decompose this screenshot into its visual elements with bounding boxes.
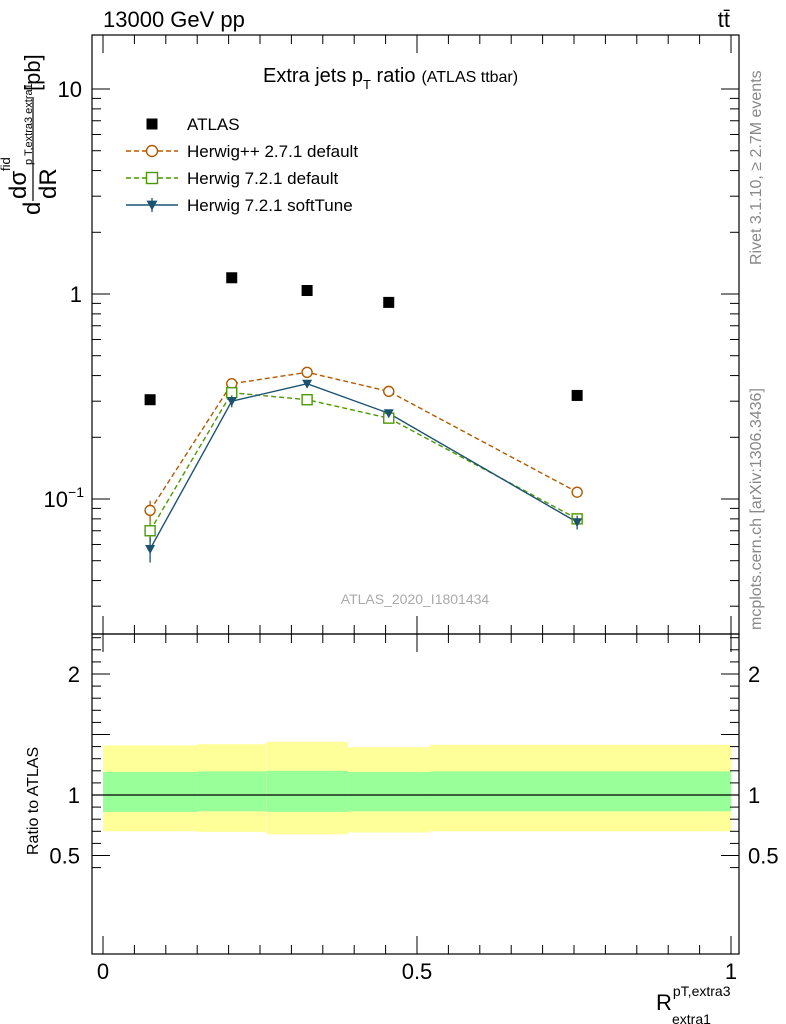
ratio-ytick-label-right: 0.5 <box>748 844 779 869</box>
ratio-panel: 2 2 1 1 0.5 0.5 0 0.5 1 Ratio to ATLAS RpT,extra… <box>25 633 779 1024</box>
ylabel-den: dR <box>35 168 62 199</box>
beam-label: 13000 GeV pp <box>103 7 245 32</box>
ratio-ytick-label-right: 2 <box>748 662 760 687</box>
marker-square-open <box>145 171 159 185</box>
legend-label: Herwig 7.2.1 default <box>187 169 338 188</box>
ratio-xlabel-sup: pT,extra3 <box>673 983 731 999</box>
legend-label: Herwig 7.2.1 softTune <box>187 196 353 215</box>
marker-triangle-down <box>145 545 156 555</box>
legend-entry: Herwig 7.2.1 default <box>126 169 338 188</box>
marker-circle-open <box>571 486 583 498</box>
marker-circle-open <box>145 144 159 158</box>
ratio-xlabel-main: R <box>656 990 672 1015</box>
main-ylabel: d dσ fid dR p T,extra3 extra1 [pb] <box>0 54 62 215</box>
process-label: tt̄ <box>718 7 730 32</box>
ratio-band-inner <box>266 770 348 812</box>
mcplots-label: mcplots.cern.ch [arXiv:1306.3436] <box>748 388 765 630</box>
series-1-points <box>144 366 583 522</box>
ratio-ytick-label: 1 <box>68 783 80 808</box>
main-ticks: 10 1 10−1 <box>44 35 739 634</box>
legend-entry: ATLAS <box>146 115 240 134</box>
marker-triangle-down <box>226 397 237 407</box>
series-3-points <box>145 379 583 563</box>
ratio-ytick-label: 2 <box>68 662 80 687</box>
ratio-frame <box>91 633 740 955</box>
ratio-band-inner <box>103 772 198 812</box>
marker-square-filled <box>144 394 156 406</box>
marker-square-filled <box>383 296 395 308</box>
ratio-xtick-label: 0.5 <box>402 959 433 984</box>
series-line <box>149 371 578 511</box>
legend-entry: Herwig++ 2.7.1 default <box>126 142 358 161</box>
marker-circle-open <box>301 366 313 379</box>
ratio-ticks: 2 2 1 1 0.5 0.5 0 0.5 1 <box>49 634 779 984</box>
marker-triangle-down <box>302 379 313 389</box>
main-ytick-label: 10−1 <box>44 484 85 512</box>
series-line <box>149 383 578 550</box>
series-0-points <box>144 272 583 406</box>
marker-circle-open <box>383 385 395 398</box>
ratio-ylabel: Ratio to ATLAS <box>25 747 42 855</box>
legend-label: ATLAS <box>187 115 240 134</box>
series-line <box>149 391 578 532</box>
series-2-points <box>144 387 583 542</box>
marker-square-filled <box>571 389 583 401</box>
ylabel-sigma-sup: fid <box>0 157 13 171</box>
ylabel-sigma: dσ <box>5 171 32 199</box>
plot-title-main: Extra jets p <box>263 65 363 87</box>
ylabel-den-sub: p T,extra3 extra1 <box>23 83 35 165</box>
ratio-ytick-label-right: 1 <box>748 783 760 808</box>
main-series-lines <box>149 371 578 550</box>
legend-entry: Herwig 7.2.1 softTune <box>126 196 353 215</box>
ylabel-unit: [pb] <box>20 54 45 91</box>
ratio-xtick-label: 1 <box>725 959 737 984</box>
ratio-band-inner <box>197 771 267 812</box>
legend: ATLAS Herwig++ 2.7.1 default Herwig 7.2.1 … <box>126 115 358 215</box>
marker-square-open <box>144 525 156 537</box>
ratio-band-inner <box>429 771 731 812</box>
marker-triangle-down <box>383 409 394 419</box>
legend-label: Herwig++ 2.7.1 default <box>187 142 358 161</box>
analysis-id-label: ATLAS_2020_I1801434 <box>341 591 490 607</box>
plot-title: Extra jets pT ratio (ATLAS ttbar) <box>263 65 518 92</box>
marker-circle-open <box>144 504 156 517</box>
marker-square-open <box>301 394 313 406</box>
plot-title-rest: ratio <box>371 65 415 87</box>
marker-triangle-down <box>572 518 583 528</box>
main-ytick-label: 10 <box>58 77 82 102</box>
marker-square-filled <box>301 285 313 297</box>
main-series-points <box>144 272 583 563</box>
ratio-xlabel-sub: extra1 <box>672 1011 711 1024</box>
marker-triangle-down <box>146 200 158 211</box>
ratio-xtick-label: 0 <box>97 959 109 984</box>
ratio-xlabel: RpT,extra3 extra1 <box>656 983 731 1024</box>
main-ytick-label: 1 <box>70 282 82 307</box>
plot-title-sub: T <box>363 77 371 92</box>
ratio-bands <box>103 741 731 835</box>
marker-square-filled <box>226 272 238 284</box>
marker-square-filled <box>146 118 158 130</box>
rivet-version-label: Rivet 3.1.10, ≥ 2.7M events <box>748 70 765 265</box>
main-panel: 10 1 10−1 Extra jets pT ratio (ATLAS ttbar)… <box>0 34 740 635</box>
ratio-ytick-label: 0.5 <box>49 844 80 869</box>
plot-title-tag: (ATLAS ttbar) <box>421 69 518 86</box>
ylabel-d: d <box>19 202 46 215</box>
ratio-band-inner <box>347 772 430 812</box>
